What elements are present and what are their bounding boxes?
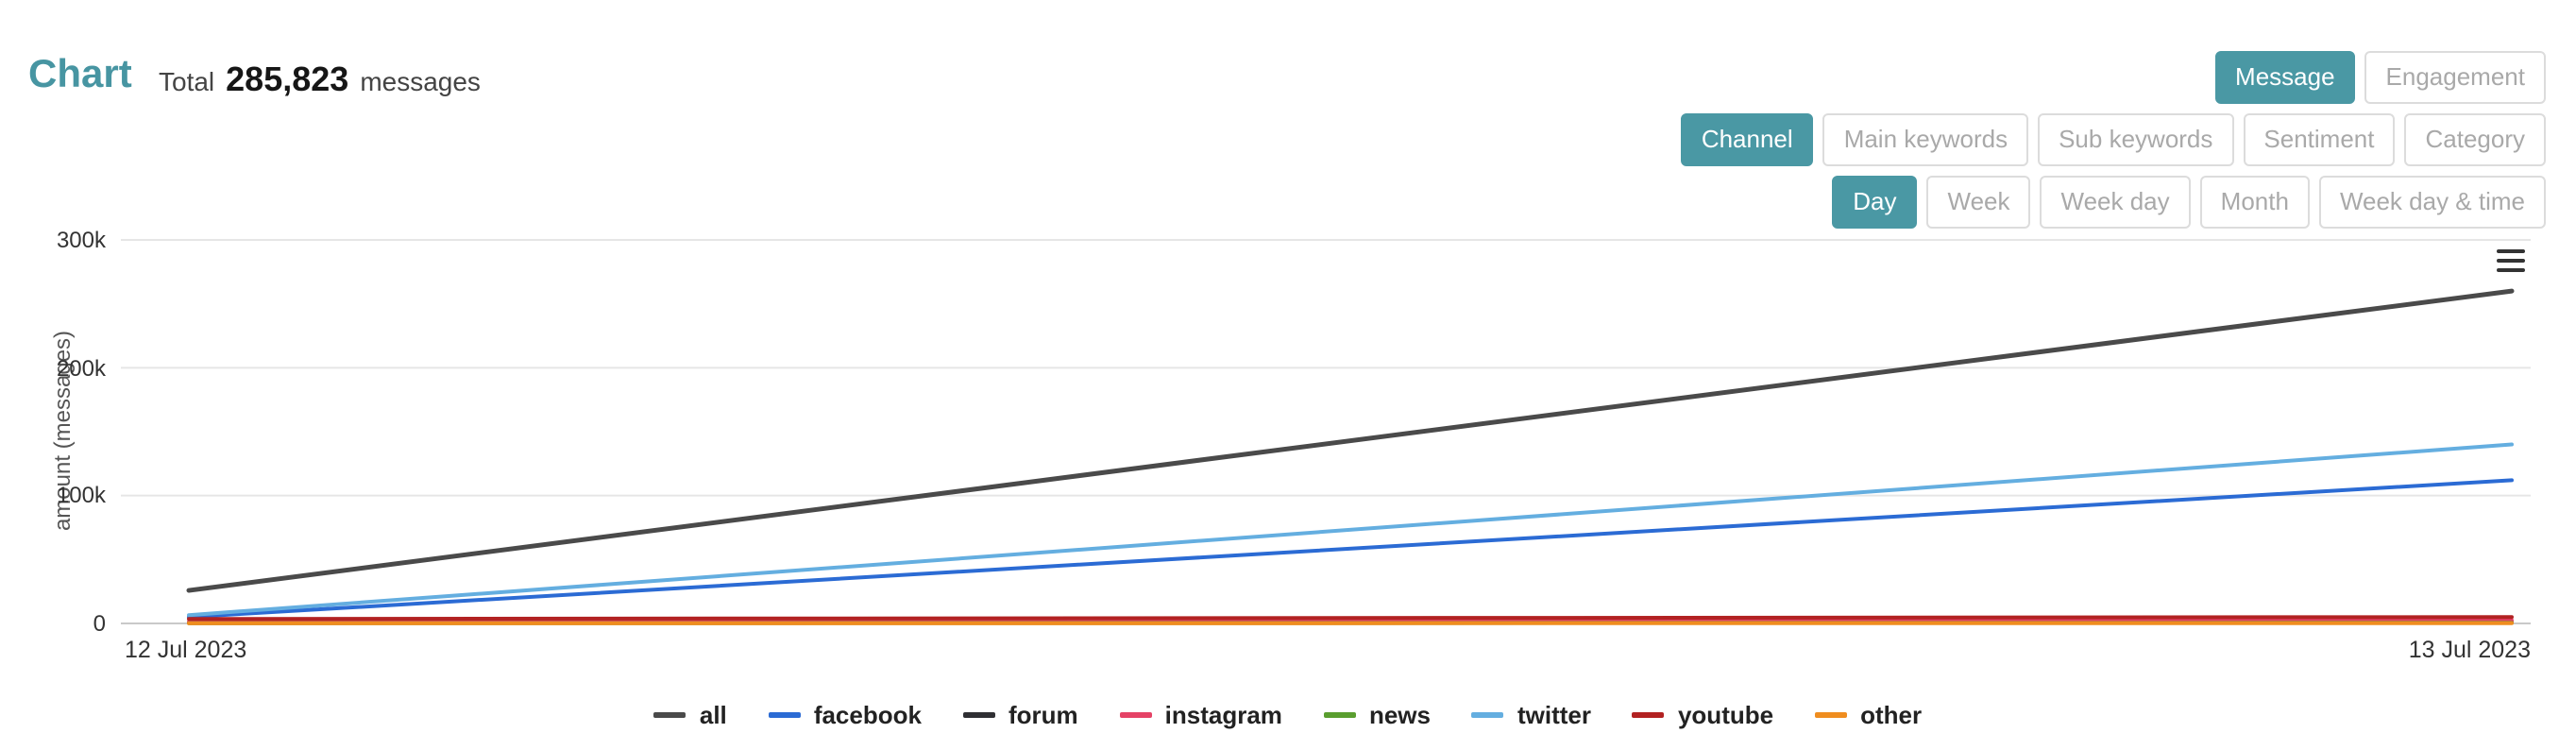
legend-label: news	[1368, 701, 1431, 729]
y-tick-300k: 300k	[56, 227, 106, 253]
legend-label: other	[1860, 701, 1923, 729]
legend-item-facebook[interactable]: facebook	[768, 701, 922, 729]
metric-option-engagement[interactable]: Engagement	[2364, 51, 2546, 104]
legend-label: youtube	[1677, 701, 1774, 729]
legend-label: instagram	[1164, 701, 1282, 729]
metric-toggle-group: Message Engagement	[2214, 51, 2546, 104]
hamburger-icon	[2497, 248, 2525, 254]
legend-swatch-news	[1323, 712, 1356, 718]
legend-item-forum[interactable]: forum	[962, 701, 1078, 729]
dimension-option-sentiment[interactable]: Sentiment	[2243, 113, 2396, 166]
series-line-twitter	[187, 442, 2514, 618]
dimension-option-main-keywords[interactable]: Main keywords	[1822, 113, 2029, 166]
y-tick-0: 0	[93, 610, 106, 637]
metric-option-message[interactable]: Message	[2214, 51, 2356, 104]
y-tick-100k: 100k	[56, 482, 106, 508]
total-messages: Total 285,823 messages	[159, 60, 481, 100]
dimension-option-sub-keywords[interactable]: Sub keywords	[2038, 113, 2234, 166]
legend-label: twitter	[1517, 701, 1591, 729]
dimension-toggle-group: Channel Main keywords Sub keywords Senti…	[1680, 113, 2546, 166]
total-label: Total	[159, 66, 215, 96]
total-unit: messages	[360, 66, 481, 96]
granularity-option-week[interactable]: Week	[1926, 176, 2031, 229]
dimension-option-category[interactable]: Category	[2404, 113, 2546, 166]
legend-label: facebook	[813, 701, 922, 729]
legend-swatch-facebook	[768, 712, 801, 718]
series-line-youtube	[187, 615, 2514, 622]
x-tick-end: 13 Jul 2023	[2408, 637, 2531, 663]
granularity-toggle-group: Day Week Week day Month Week day & time	[1832, 176, 2546, 229]
y-tick-200k: 200k	[56, 355, 106, 382]
legend-swatch-twitter	[1471, 712, 1504, 718]
legend-item-youtube[interactable]: youtube	[1632, 701, 1774, 729]
granularity-option-month[interactable]: Month	[2199, 176, 2310, 229]
legend-label: all	[699, 701, 727, 729]
series-line-facebook	[187, 478, 2514, 620]
legend-item-all[interactable]: all	[653, 701, 727, 729]
legend-item-twitter[interactable]: twitter	[1471, 701, 1591, 729]
series-line-all	[186, 288, 2515, 593]
series-line-forum	[187, 620, 2514, 625]
legend-item-news[interactable]: news	[1323, 701, 1431, 729]
legend-swatch-instagram	[1119, 712, 1152, 718]
legend-swatch-all	[653, 712, 686, 718]
granularity-option-week-day[interactable]: Week day	[2040, 176, 2191, 229]
total-value: 285,823	[226, 60, 349, 98]
series-line-instagram	[187, 618, 2514, 624]
dimension-option-channel[interactable]: Channel	[1680, 113, 1814, 166]
legend-item-instagram[interactable]: instagram	[1119, 701, 1282, 729]
page-title: Chart	[28, 53, 132, 96]
x-tick-start: 12 Jul 2023	[125, 637, 247, 663]
granularity-option-day[interactable]: Day	[1832, 176, 1918, 229]
chart-export-menu-button[interactable]	[2497, 246, 2531, 276]
legend-item-other[interactable]: other	[1815, 701, 1922, 729]
legend-swatch-other	[1815, 712, 1848, 718]
legend-swatch-forum	[962, 712, 995, 718]
legend-swatch-youtube	[1632, 712, 1665, 718]
chart-legend: all facebook forum instagram news twitter yout…	[0, 701, 2576, 729]
legend-label: forum	[1008, 701, 1078, 729]
granularity-option-week-day-time[interactable]: Week day & time	[2318, 176, 2546, 229]
